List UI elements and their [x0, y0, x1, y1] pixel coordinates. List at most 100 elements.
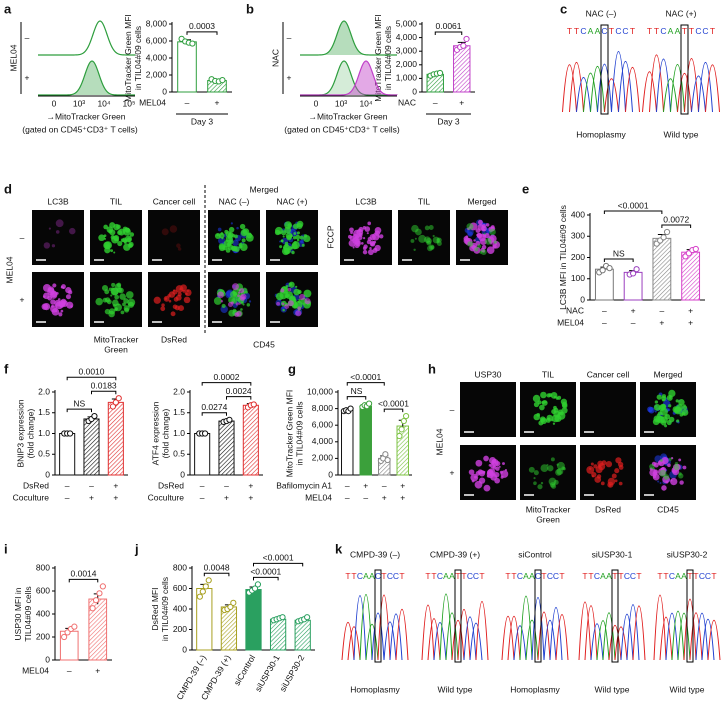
- bottom-label: Green: [536, 514, 560, 524]
- base-call: T: [425, 571, 430, 581]
- signal: [236, 226, 239, 230]
- flow-tick-label: 0: [52, 98, 57, 108]
- significance-bracket: [66, 408, 92, 413]
- signal: [486, 246, 495, 254]
- signal: [280, 288, 285, 293]
- trace-peak: [665, 612, 679, 661]
- signal: [221, 303, 226, 309]
- signal: [116, 282, 122, 288]
- trace-peak: [691, 75, 706, 113]
- y-tick-label: 2.0: [173, 386, 185, 396]
- signal: [291, 243, 298, 250]
- signal: [111, 282, 116, 287]
- signal: [279, 245, 283, 249]
- flow-group-label: NAC: [270, 49, 280, 67]
- signal: [170, 311, 176, 317]
- histogram: [300, 60, 398, 96]
- trace-peak: [649, 54, 664, 113]
- signal: [41, 303, 49, 310]
- p-value: 0.0183: [91, 380, 117, 390]
- condition-sign: –: [363, 492, 368, 502]
- signal: [668, 404, 672, 408]
- base-call: C: [702, 26, 708, 36]
- panel-label: j: [134, 541, 139, 556]
- signal: [113, 251, 116, 254]
- trace-title: siUSP30-2: [667, 549, 708, 559]
- y-axis-label: MitoTracker Green MFI: [284, 390, 294, 478]
- signal: [114, 294, 120, 300]
- y-tick-label: 100: [571, 273, 585, 283]
- condition-sign: –: [602, 317, 607, 327]
- signal: [562, 403, 568, 409]
- signal: [600, 481, 605, 486]
- y-tick-label: 0: [580, 294, 585, 304]
- base-call: C: [547, 571, 553, 581]
- y-tick-label: 8,000: [312, 403, 334, 413]
- signal: [410, 239, 415, 243]
- signal: [180, 284, 187, 292]
- flow-x-label: →MitoTracker Green: [308, 111, 387, 121]
- signal: [666, 419, 672, 426]
- condition-sign: –: [200, 480, 205, 490]
- signal: [234, 312, 240, 318]
- trace-peak: [663, 78, 678, 113]
- signal: [124, 241, 127, 244]
- signal: [436, 241, 442, 246]
- significance-bracket: [661, 224, 692, 228]
- signal: [232, 239, 239, 247]
- data-point: [660, 234, 667, 241]
- histogram: [38, 20, 136, 56]
- signal: [540, 391, 547, 399]
- base-call: C: [669, 571, 675, 581]
- base-call: T: [399, 571, 404, 581]
- signal: [303, 289, 312, 298]
- signal: [475, 459, 483, 467]
- signal: [279, 291, 288, 300]
- signal: [285, 232, 293, 240]
- signal: [475, 471, 481, 476]
- signal: [55, 219, 64, 228]
- signal: [374, 230, 381, 236]
- signal: [659, 469, 667, 477]
- signal: [279, 240, 282, 243]
- panel-label: c: [560, 1, 567, 16]
- histogram: [38, 60, 135, 96]
- signal: [493, 240, 497, 244]
- signal: [125, 291, 134, 299]
- signal: [652, 418, 660, 426]
- y-tick-label: 0: [412, 86, 417, 96]
- x-tick-label: siControl: [232, 653, 257, 687]
- base-call: A: [606, 571, 612, 581]
- trace-peak: [625, 66, 640, 113]
- condition-label: NAC: [398, 97, 416, 107]
- trace-peak: [670, 63, 685, 113]
- data-point: [347, 405, 354, 412]
- signal: [540, 481, 544, 485]
- y-tick-label: 200: [571, 252, 585, 262]
- bar: [107, 401, 124, 476]
- flow-sign: +: [25, 72, 30, 82]
- p-value: NS: [351, 386, 363, 396]
- signal: [649, 468, 658, 477]
- base-call: T: [612, 571, 617, 581]
- signal: [674, 462, 679, 466]
- signal: [120, 310, 125, 315]
- signal: [374, 244, 381, 252]
- trace-peak: [569, 61, 584, 113]
- signal: [473, 239, 476, 242]
- condition-sign: –: [345, 492, 350, 502]
- signal: [301, 243, 305, 247]
- trace-peak: [365, 623, 379, 661]
- signal: [551, 409, 557, 415]
- signal: [601, 460, 607, 466]
- signal: [110, 235, 115, 240]
- signal: [362, 246, 367, 251]
- y-tick-label: 600: [173, 583, 187, 593]
- channel-label: LC3B: [47, 196, 69, 206]
- base-call: C: [601, 26, 607, 36]
- data-point: [630, 270, 637, 277]
- signal: [122, 302, 126, 307]
- data-point: [460, 42, 467, 49]
- base-call: C: [624, 571, 630, 581]
- condition-sign: –: [67, 665, 72, 675]
